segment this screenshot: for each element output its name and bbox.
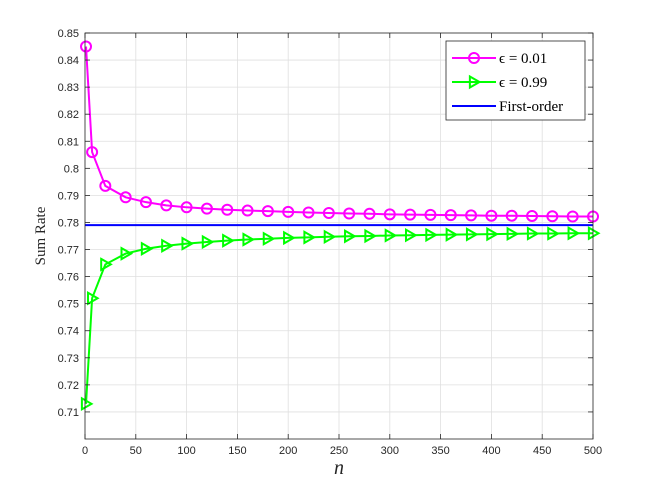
data-point-triangle (384, 228, 398, 243)
data-point-circle (465, 209, 478, 222)
data-point-circle (261, 205, 274, 218)
data-point-circle (343, 207, 356, 220)
data-point-circle (119, 191, 132, 204)
data-point-circle (282, 205, 295, 218)
data-point-circle (221, 203, 234, 216)
data-point-triangle (445, 227, 459, 242)
y-tick-label: 0.77 (58, 245, 79, 257)
data-point-triangle (344, 229, 357, 244)
data-point-triangle (181, 236, 195, 251)
data-point-triangle (80, 396, 94, 412)
y-tick-label: 0.79 (58, 190, 79, 202)
legend: ϵ = 0.01 ϵ = 0.99 First-order (445, 40, 586, 121)
data-point-triangle (506, 226, 520, 242)
x-tick-label: 400 (482, 445, 500, 457)
data-point-circle (241, 204, 254, 217)
y-tick-label: 0.73 (58, 353, 79, 365)
data-point-circle (363, 207, 376, 220)
x-tick-label: 100 (177, 445, 195, 457)
x-tick-label: 0 (82, 445, 88, 457)
data-point-circle (444, 209, 457, 222)
y-tick-label: 0.8 (64, 163, 79, 175)
x-axis-label: n (334, 457, 344, 479)
axis-ticks: 0 50 100 150 200 250 300 350 400 450 500 0.71 0.72 0.… (58, 28, 603, 457)
x-tick-label: 500 (584, 445, 602, 457)
data-point-circle (322, 206, 335, 219)
y-tick-label: 0.82 (58, 109, 79, 121)
y-tick-label: 0.74 (58, 326, 79, 338)
y-tick-label: 0.72 (58, 380, 79, 392)
series-layer (80, 40, 601, 412)
data-point-triangle (100, 257, 113, 272)
data-point-circle (383, 208, 396, 221)
data-point-circle (99, 179, 112, 192)
data-point-triangle (425, 227, 438, 243)
legend-entry-1: ϵ = 0.99 (452, 74, 547, 91)
data-point-triangle (323, 229, 337, 245)
data-point-triangle (364, 228, 377, 244)
data-point-circle (80, 40, 93, 53)
data-point-circle (200, 202, 213, 215)
data-point-triangle (283, 230, 296, 246)
data-point-triangle (161, 238, 174, 253)
data-point-triangle (262, 231, 276, 246)
data-point-triangle (567, 226, 581, 241)
data-point-circle (424, 208, 437, 221)
data-point-circle (180, 201, 193, 214)
x-tick-label: 200 (279, 445, 297, 457)
data-point-circle (546, 210, 559, 223)
legend-marker-triangle (468, 74, 482, 90)
data-point-circle (505, 209, 518, 222)
series-1 (80, 226, 601, 412)
data-point-circle (86, 146, 99, 159)
y-tick-label: 0.83 (58, 82, 79, 94)
x-tick-label: 450 (533, 445, 551, 457)
x-tick-label: 50 (130, 445, 142, 457)
legend-label: First-order (499, 99, 563, 115)
series-line (85, 232, 593, 404)
x-tick-label: 300 (381, 445, 399, 457)
y-tick-label: 0.81 (58, 136, 79, 148)
legend-label: ϵ = 0.01 (499, 51, 547, 67)
series-line (85, 46, 593, 218)
data-point-circle (302, 206, 315, 219)
data-point-circle (139, 196, 152, 209)
data-point-triangle (140, 241, 154, 256)
x-tick-label: 150 (228, 445, 246, 457)
data-point-circle (485, 209, 498, 222)
data-point-circle (160, 199, 173, 212)
data-point-triangle (303, 230, 317, 245)
data-point-triangle (486, 226, 499, 242)
data-point-triangle (587, 226, 601, 241)
series-0 (80, 40, 599, 223)
legend-entry-0: ϵ = 0.01 (452, 51, 547, 67)
data-point-circle (526, 209, 539, 222)
x-tick-label: 350 (431, 445, 449, 457)
y-tick-label: 0.76 (58, 272, 79, 284)
legend-label: ϵ = 0.99 (499, 75, 547, 91)
data-point-triangle (404, 227, 418, 243)
y-tick-label: 0.78 (58, 217, 79, 229)
y-axis-label: Sum Rate (33, 206, 49, 265)
y-tick-label: 0.85 (58, 28, 79, 40)
x-tick-label: 250 (330, 445, 348, 457)
data-point-triangle (526, 226, 540, 241)
data-point-triangle (120, 246, 134, 261)
y-tick-label: 0.75 (58, 299, 79, 311)
data-point-circle (566, 210, 579, 223)
legend-marker-circle (468, 52, 480, 64)
y-tick-label: 0.71 (58, 407, 79, 419)
data-point-circle (404, 208, 417, 221)
legend-entry-2: First-order (452, 99, 563, 115)
y-tick-label: 0.84 (58, 55, 79, 67)
data-point-triangle (547, 226, 560, 241)
data-point-triangle (86, 291, 100, 306)
data-point-triangle (242, 232, 256, 247)
data-point-triangle (465, 227, 479, 242)
data-point-triangle (222, 233, 235, 248)
data-point-triangle (201, 234, 215, 250)
